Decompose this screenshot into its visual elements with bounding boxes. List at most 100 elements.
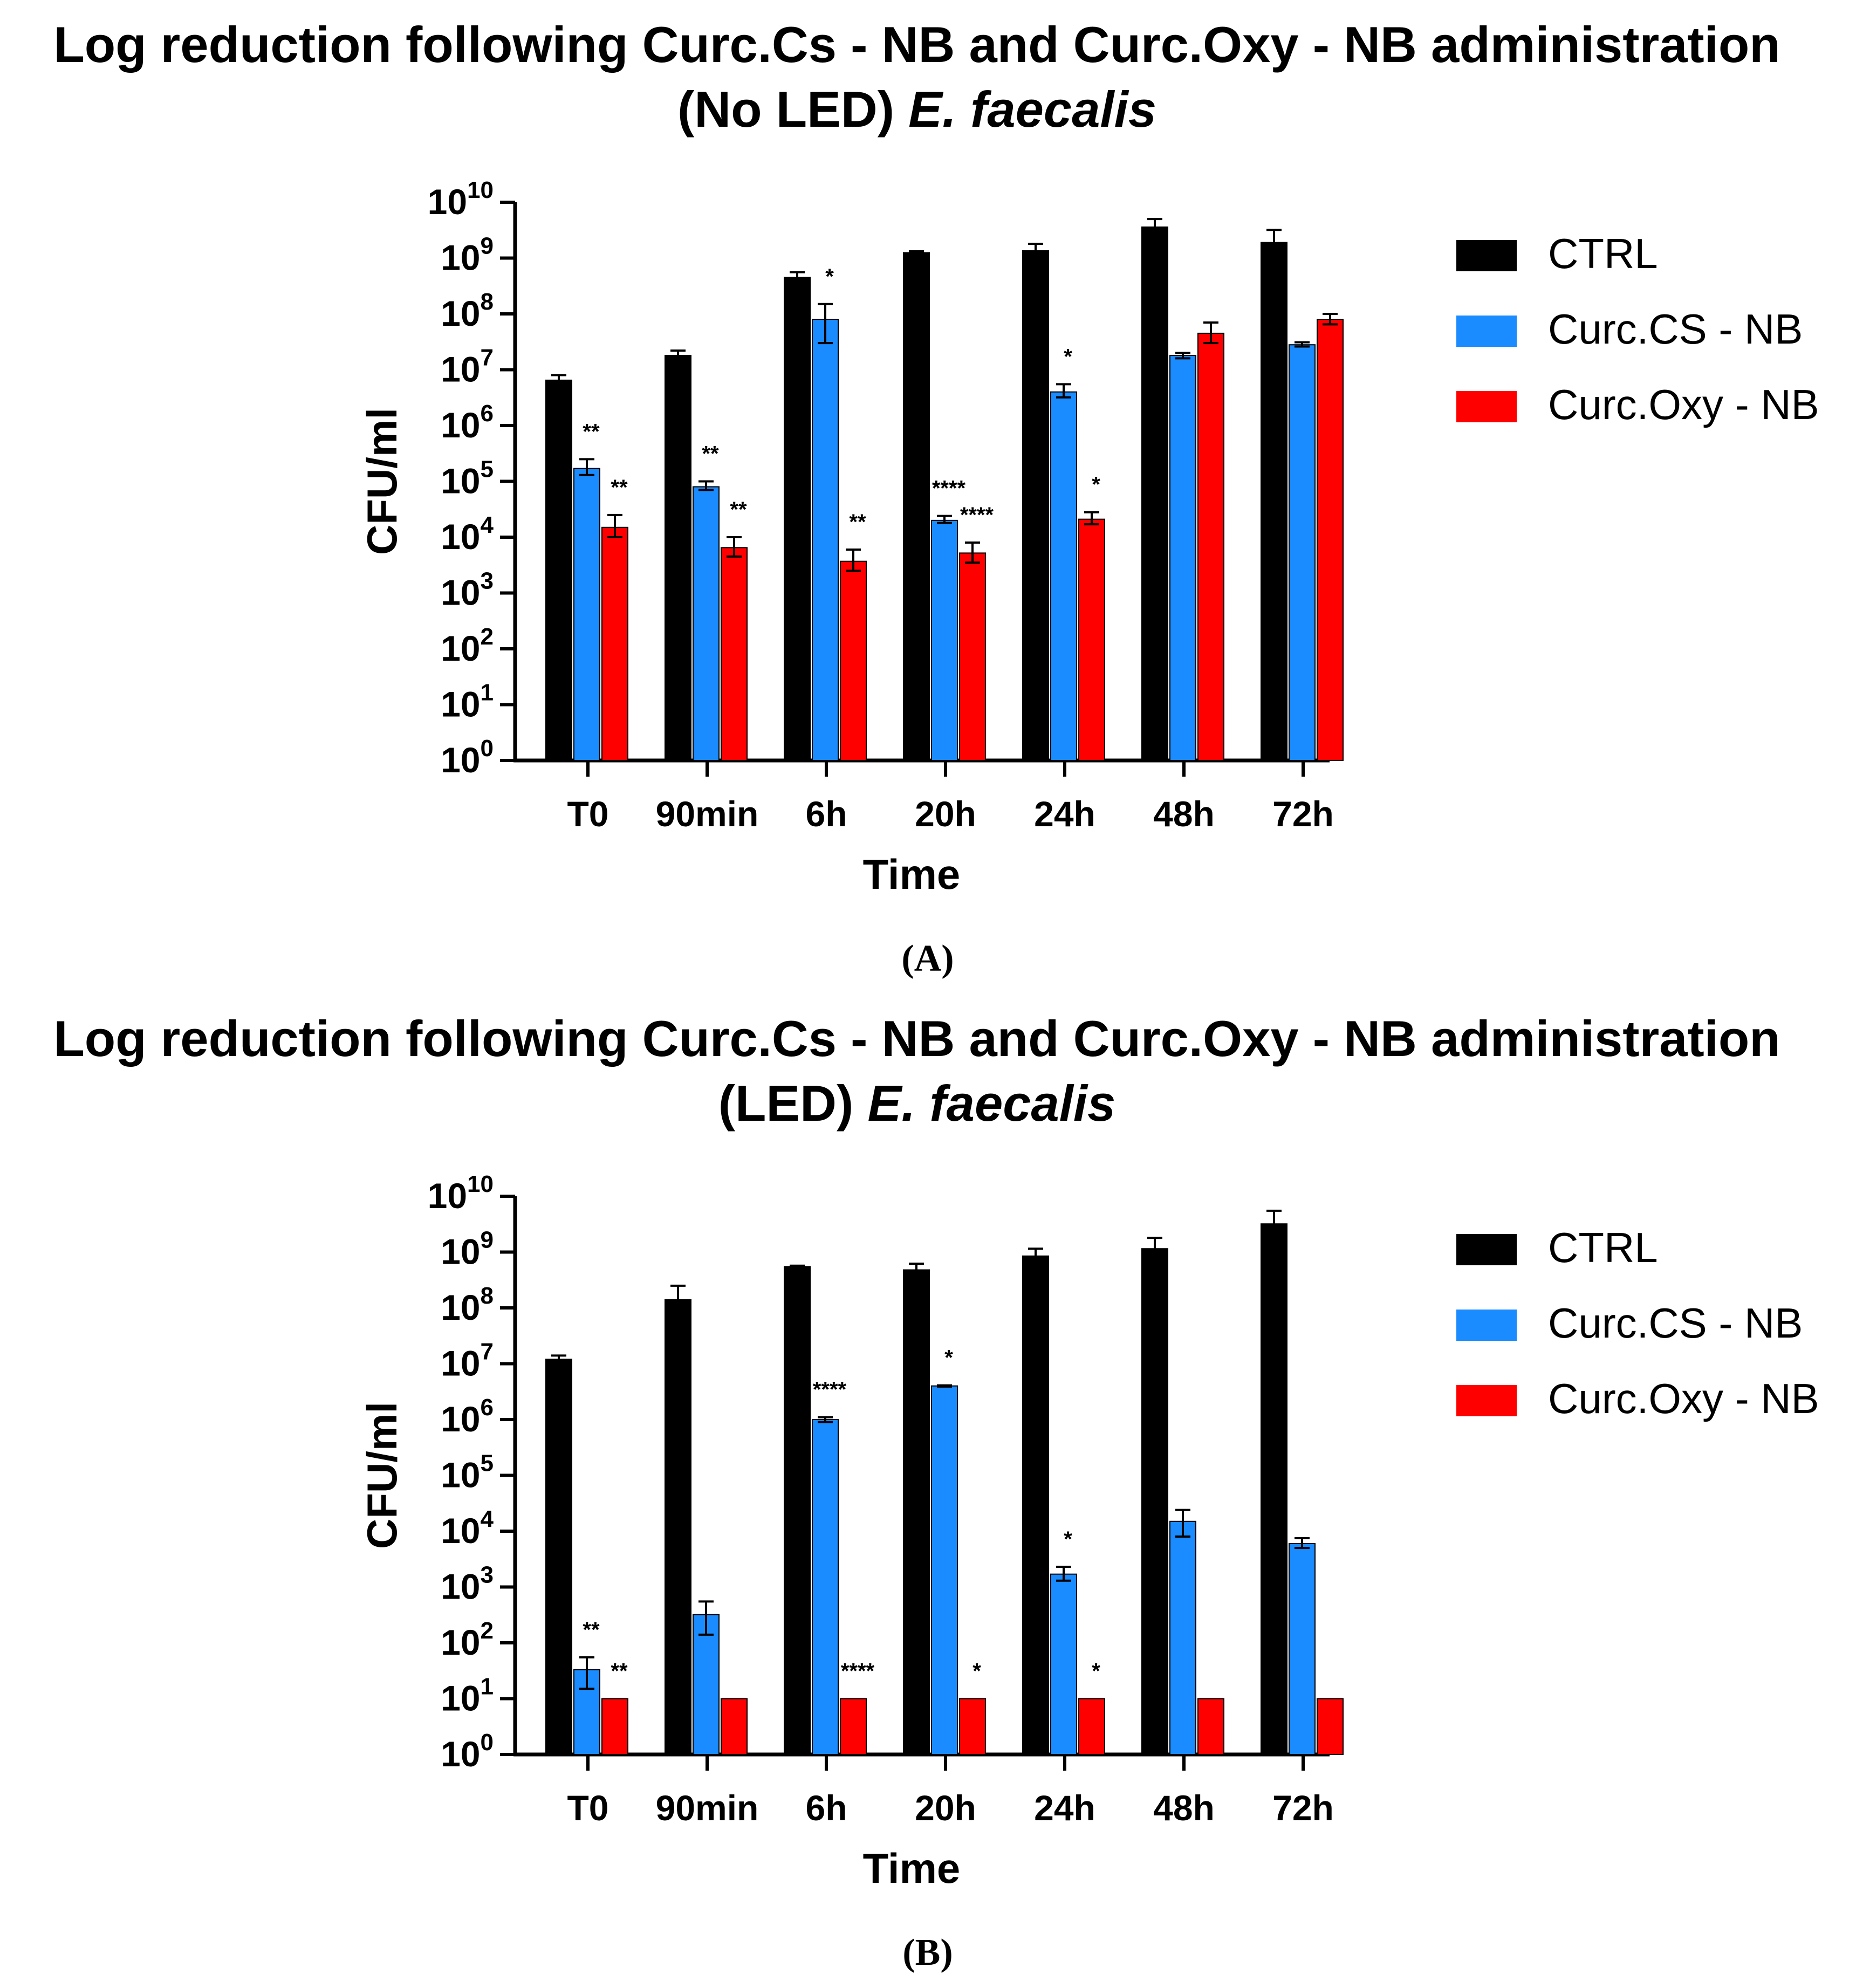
y-tick-base: 10 <box>441 740 480 780</box>
y-tick-base: 10 <box>441 628 480 668</box>
y-tick-base: 10 <box>428 1176 467 1216</box>
y-tick-base: 10 <box>441 1399 480 1439</box>
y-tick-label: 100 <box>441 1729 494 1774</box>
y-tick-exponent: 1 <box>481 680 494 706</box>
chart-panel-a: Log reduction following Curc.Cs - NB and… <box>53 16 1819 979</box>
y-tick-exponent: 5 <box>481 456 494 483</box>
legend-label: Curc.Oxy - NB <box>1548 381 1819 428</box>
x-tick-label: 72h <box>1272 1788 1334 1828</box>
bar <box>665 1299 691 1755</box>
bar <box>1261 1223 1287 1755</box>
y-tick-base: 10 <box>441 1678 480 1718</box>
y-tick-label: 101 <box>441 1674 494 1718</box>
y-tick-exponent: 4 <box>481 1506 494 1532</box>
y-axis-label: CFU/ml <box>358 1402 406 1549</box>
y-tick-base: 10 <box>441 461 480 501</box>
y-axis-label: CFU/ml <box>358 408 406 555</box>
significance-label: ** <box>611 476 628 499</box>
bar <box>601 1698 628 1755</box>
chart-b-svg: Log reduction following Curc.Cs - NB and… <box>53 1010 1819 1973</box>
chart-a-svg: Log reduction following Curc.Cs - NB and… <box>53 16 1819 979</box>
y-tick-label: 107 <box>441 1339 494 1383</box>
y-tick-label: 109 <box>441 233 494 278</box>
y-tick-exponent: 6 <box>481 400 494 427</box>
y-tick-label: 108 <box>441 1283 494 1327</box>
y-tick-base: 10 <box>441 1232 480 1272</box>
chart-title-condition: (LED) <box>718 1075 854 1132</box>
legend-swatch <box>1456 1234 1517 1265</box>
legend-swatch <box>1456 240 1517 271</box>
y-tick-exponent: 0 <box>481 1729 494 1756</box>
bar <box>721 1698 748 1755</box>
y-tick-exponent: 9 <box>481 233 494 259</box>
chart-title-organism: E. faecalis <box>867 1075 1115 1132</box>
y-tick-label: 106 <box>441 400 494 445</box>
y-tick-exponent: 5 <box>481 1450 494 1477</box>
bar <box>959 552 986 762</box>
legend-label: Curc.Oxy - NB <box>1548 1375 1819 1422</box>
bar <box>1050 1573 1077 1756</box>
y-tick-exponent: 0 <box>481 735 494 762</box>
x-tick-label: T0 <box>567 1788 608 1828</box>
y-tick-base: 10 <box>441 349 480 389</box>
significance-label: * <box>944 1346 953 1370</box>
bar <box>784 277 811 761</box>
significance-label: * <box>1092 1660 1100 1683</box>
bar <box>1022 1255 1049 1756</box>
significance-label: ** <box>583 1618 600 1642</box>
x-axis-label: Time <box>863 1845 961 1892</box>
bar <box>903 1269 930 1756</box>
y-tick-exponent: 10 <box>467 1171 494 1197</box>
bar <box>840 1698 867 1755</box>
bar <box>931 1385 958 1755</box>
significance-label: ** <box>730 498 747 522</box>
bar <box>784 1266 811 1756</box>
x-tick-label: 20h <box>915 794 976 834</box>
x-tick-label: 24h <box>1034 1788 1095 1828</box>
y-tick-label: 108 <box>441 289 494 333</box>
bar <box>1078 1698 1105 1755</box>
y-tick-base: 10 <box>441 238 480 278</box>
plot-area: 1001011021031041051061071081091010CFU/ml… <box>358 1171 1819 1892</box>
bar <box>1050 391 1077 761</box>
y-tick-base: 10 <box>441 1343 480 1383</box>
significance-label: * <box>1064 1527 1072 1551</box>
significance-label: **** <box>960 503 994 527</box>
y-tick-label: 105 <box>441 1450 494 1495</box>
x-tick-label: 72h <box>1272 794 1334 834</box>
significance-label: * <box>1092 473 1100 497</box>
bar <box>903 252 930 762</box>
chart-title-line2: (LED) E. faecalis <box>718 1075 1116 1132</box>
bar <box>601 526 628 761</box>
y-tick-label: 105 <box>441 456 494 501</box>
bar <box>1141 226 1168 762</box>
chart-title-line2: (No LED) E. faecalis <box>677 81 1156 138</box>
significance-label: * <box>825 265 834 289</box>
y-tick-label: 102 <box>441 623 494 668</box>
bar <box>1261 242 1287 762</box>
significance-label: * <box>972 1660 981 1683</box>
y-tick-label: 103 <box>441 568 494 613</box>
plot-area: 1001011021031041051061071081091010CFU/ml… <box>358 177 1819 898</box>
y-tick-base: 10 <box>441 1567 480 1607</box>
legend-label: CTRL <box>1548 230 1658 277</box>
y-tick-label: 1010 <box>428 1171 494 1216</box>
legend-swatch <box>1456 316 1517 347</box>
bar <box>812 1419 839 1755</box>
significance-label: **** <box>813 1378 847 1402</box>
chart-title-organism: E. faecalis <box>908 81 1156 138</box>
bar <box>959 1698 986 1755</box>
y-tick-base: 10 <box>441 1511 480 1551</box>
y-tick-exponent: 4 <box>481 512 494 538</box>
legend-label: Curc.CS - NB <box>1548 305 1803 353</box>
significance-label: ** <box>611 1660 628 1683</box>
chart-title-line1: Log reduction following Curc.Cs - NB and… <box>53 1010 1780 1067</box>
y-tick-label: 1010 <box>428 177 494 222</box>
y-tick-exponent: 3 <box>481 1562 494 1588</box>
bar <box>1141 1248 1168 1755</box>
y-tick-base: 10 <box>441 1622 480 1662</box>
legend-swatch <box>1456 391 1517 422</box>
y-tick-label: 104 <box>441 512 494 557</box>
legend-swatch <box>1456 1310 1517 1341</box>
y-tick-label: 109 <box>441 1227 494 1272</box>
